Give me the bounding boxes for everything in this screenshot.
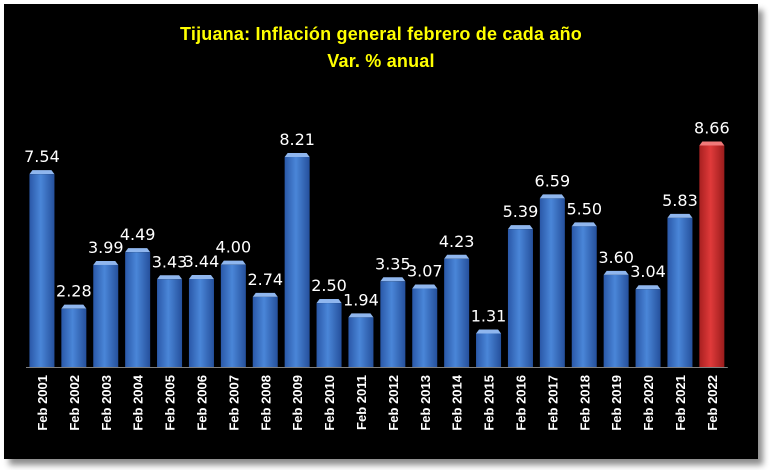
x-tick-label: Feb 2015: [482, 375, 497, 431]
data-label: 2.28: [56, 282, 92, 301]
bar-top: [157, 275, 183, 280]
chart-frame: Tijuana: Inflación general febrero de ca…: [4, 4, 758, 459]
x-tick-label: Feb 2005: [163, 375, 178, 431]
x-tick-label: Feb 2004: [131, 374, 146, 430]
x-tick-label: Feb 2010: [322, 375, 337, 431]
data-label: 3.60: [598, 248, 634, 267]
data-label: 5.50: [566, 199, 602, 218]
x-tick-label: Feb 2014: [450, 374, 465, 430]
bar-top: [29, 170, 55, 175]
data-label: 3.04: [630, 262, 666, 281]
x-tick-label: Feb 2009: [290, 375, 305, 431]
data-label: 3.99: [88, 238, 124, 257]
x-tick-label: Feb 2011: [354, 375, 369, 430]
bar-top: [412, 284, 438, 289]
bar: [667, 217, 693, 367]
x-tick-label: Feb 2001: [35, 375, 50, 431]
bar-top: [380, 277, 406, 282]
bar-top: [220, 260, 246, 265]
bar: [635, 289, 661, 367]
bar-top: [635, 285, 661, 290]
bar: [348, 317, 374, 367]
x-tick-label: Feb 2016: [513, 375, 528, 431]
bar-top: [252, 292, 278, 297]
bar: [252, 296, 278, 367]
data-label: 4.49: [120, 225, 156, 244]
x-tick-label: Feb 2019: [609, 375, 624, 431]
data-label: 8.21: [279, 130, 315, 149]
bar: [29, 174, 55, 367]
bar-top: [507, 225, 533, 230]
data-label: 4.00: [216, 238, 252, 257]
bar: [188, 279, 214, 367]
bar-top: [188, 275, 214, 280]
bar: [380, 281, 406, 367]
bar: [316, 303, 342, 367]
x-tick-label: Feb 2017: [545, 375, 560, 431]
data-label: 2.50: [311, 276, 347, 295]
x-tick-label: Feb 2006: [194, 375, 209, 431]
x-tick-label: Feb 2013: [418, 375, 433, 431]
data-label: 1.31: [471, 306, 507, 325]
bar: [476, 333, 502, 367]
data-label: 1.94: [343, 290, 379, 309]
bar: [539, 198, 565, 367]
bar-chart: 7.54 Feb 2001 2.28 Feb 2002 3.99 Feb 2003 4.49…: [24, 118, 730, 431]
data-label: 5.83: [662, 191, 698, 210]
bar: [125, 252, 151, 367]
x-tick-label: Feb 2002: [67, 375, 82, 431]
x-tick-label: Feb 2007: [226, 375, 241, 431]
bar-top: [699, 141, 725, 146]
x-tick-label: Feb 2008: [258, 375, 273, 431]
bar-top: [444, 254, 470, 259]
bar-top: [348, 313, 374, 318]
bar: [61, 308, 87, 367]
x-tick-label: Feb 2021: [673, 375, 688, 431]
bar-top: [539, 194, 565, 199]
bar: [93, 264, 119, 367]
data-label: 5.39: [503, 202, 539, 221]
bar: [220, 264, 246, 367]
data-label: 3.44: [184, 252, 220, 271]
x-tick-label: Feb 2022: [705, 375, 720, 431]
x-tick-label: Feb 2020: [641, 375, 656, 431]
bar: [699, 145, 725, 367]
data-label: 7.54: [24, 147, 60, 166]
x-tick-label: Feb 2003: [99, 375, 114, 431]
bar: [603, 274, 629, 367]
bar-top: [316, 299, 342, 304]
bar: [157, 279, 183, 367]
chart-title: Tijuana: Inflación general febrero de ca…: [180, 24, 582, 44]
bar: [412, 288, 438, 367]
bar-top: [284, 152, 310, 157]
data-label: 6.59: [535, 171, 571, 190]
bar-top: [125, 248, 151, 253]
bar-top: [603, 270, 629, 275]
chart-subtitle: Var. % anual: [327, 51, 435, 71]
bar: [571, 226, 597, 367]
bar-top: [476, 329, 502, 334]
bar-top: [61, 304, 87, 309]
bar: [284, 156, 310, 367]
data-label: 3.35: [375, 254, 411, 273]
data-label: 3.43: [152, 252, 188, 271]
data-label: 3.07: [407, 261, 443, 280]
bar-top: [571, 222, 597, 227]
bar: [507, 229, 533, 367]
data-label: 8.66: [694, 118, 730, 137]
bar-top: [667, 213, 693, 218]
data-label: 2.74: [247, 270, 283, 289]
x-tick-label: Feb 2012: [386, 375, 401, 431]
data-label: 4.23: [439, 232, 475, 251]
x-tick-label: Feb 2018: [577, 375, 592, 431]
bar-top: [93, 260, 119, 265]
bar: [444, 258, 470, 367]
